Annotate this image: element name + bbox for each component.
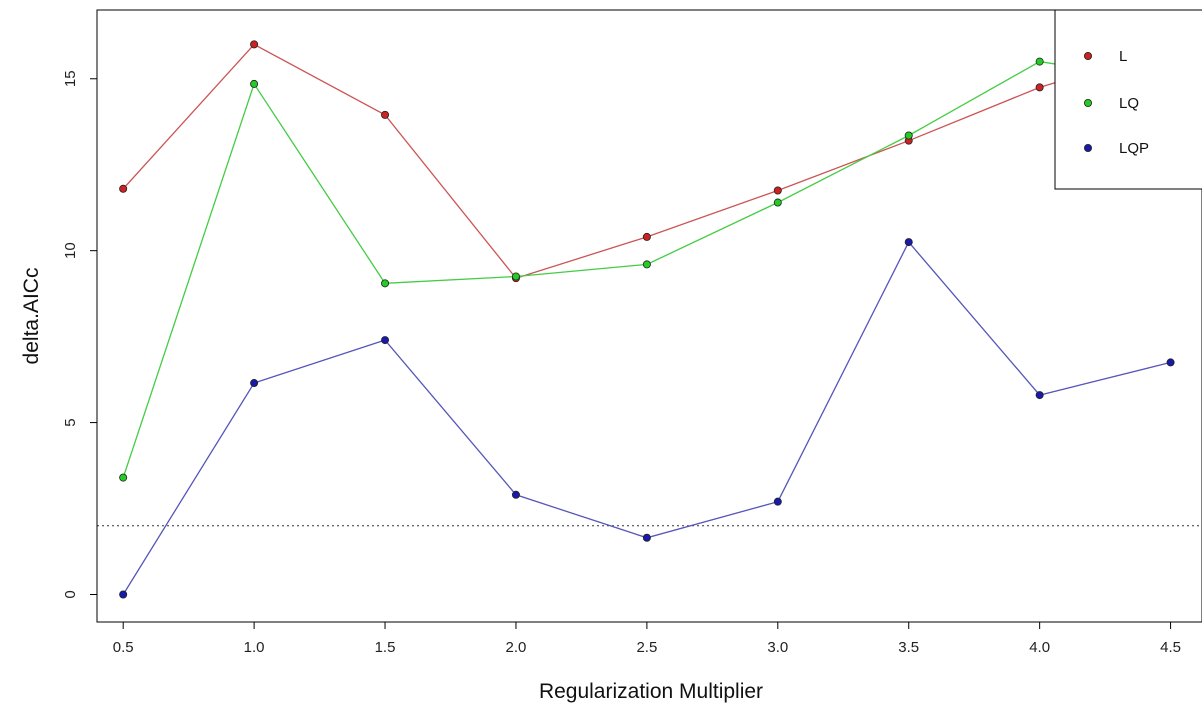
data-point-l [642,232,651,241]
data-point-lqp [642,533,651,542]
plot-frame [96,9,1202,623]
x-axis-title: Regularization Multiplier [539,680,763,703]
y-axis: 0 5 10 15 [62,70,98,599]
legend: L LQ LQP [1054,9,1202,190]
legend-items: L LQ LQP [1084,48,1149,157]
data-point-lqp [904,238,913,247]
data-point-l [1035,83,1044,92]
data-point-lq [381,279,390,288]
data-point-lqp [381,336,390,345]
y-tick-label: 5 [62,418,79,426]
x-tick-label: 2.0 [506,639,527,656]
data-point-l [250,40,259,49]
data-point-lq [250,79,259,88]
legend-label-lqp: LQP [1119,140,1149,157]
data-point-lqp [511,490,520,499]
x-tick-label: 4.0 [1029,639,1050,656]
legend-box [1054,9,1202,190]
x-tick-label: 1.0 [244,639,265,656]
data-point-l [773,186,782,195]
legend-marker-lq [1084,99,1093,108]
x-tick-label: 0.5 [113,639,134,656]
data-point-lq [1035,57,1044,66]
legend-label-l: L [1119,48,1127,65]
x-tick-label: 3.0 [767,639,788,656]
data-point-l [119,184,128,193]
x-tick-label: 3.5 [898,639,919,656]
series-lines [122,43,1171,595]
data-point-lqp [1166,358,1175,367]
data-point-lq [511,272,520,281]
data-point-l [381,110,390,119]
series-line-l [122,43,1171,279]
data-point-lqp [773,497,782,506]
series-points [119,40,1175,599]
data-point-lqp [250,379,259,388]
legend-marker-l [1084,52,1093,61]
series-line-lq [122,60,1171,478]
legend-label-lq: LQ [1119,95,1139,112]
data-point-lq [642,260,651,269]
x-axis: 0.5 1.0 1.5 2.0 2.5 3.0 3.5 4.0 4.5 [113,621,1181,656]
y-tick-label: 10 [62,242,79,259]
y-tick-label: 15 [62,70,79,87]
data-point-lqp [119,590,128,599]
y-axis-title: delta.AICc [20,268,43,365]
legend-marker-lqp [1084,143,1093,152]
data-point-lq [119,473,128,482]
x-tick-label: 2.5 [636,639,657,656]
x-tick-label: 4.5 [1160,639,1181,656]
y-tick-label: 0 [62,590,79,598]
data-point-lq [904,131,913,140]
data-point-lqp [1035,391,1044,400]
x-tick-label: 1.5 [375,639,396,656]
data-point-lq [773,198,782,207]
